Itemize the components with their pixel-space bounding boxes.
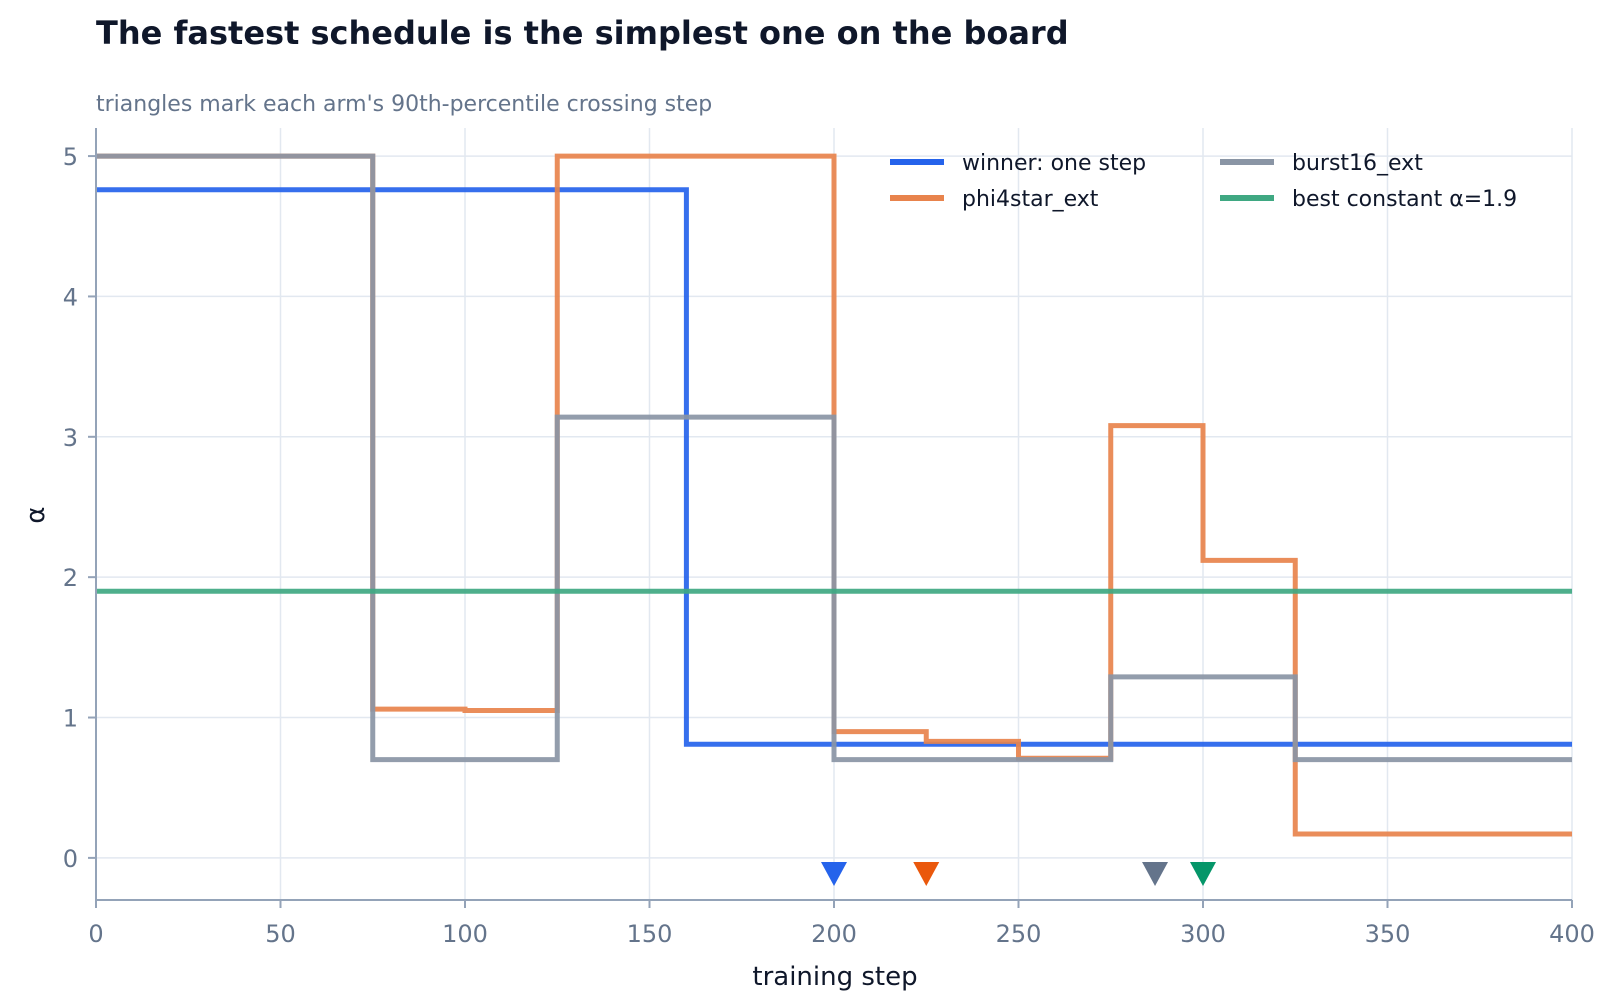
y-tick-label: 2 (63, 564, 78, 592)
legend: winner: one step phi4star_ext burst16_extb… (890, 151, 1517, 212)
x-tick-label: 250 (996, 920, 1042, 948)
legend-label-2: burst16_ext (1292, 151, 1423, 176)
series-line-0 (96, 187, 1572, 747)
x-tick-label: 200 (811, 920, 857, 948)
axes-layer: 0 50 100 150 200 250 300 350 400 0 1 2 3 4 5 (63, 128, 1595, 948)
y-tick-label: 3 (63, 424, 78, 452)
y-tick-label: 1 (63, 705, 78, 733)
series-line-2 (96, 153, 1572, 763)
y-axis-label: α (21, 506, 51, 523)
x-tick-label: 50 (265, 920, 296, 948)
x-tick-label: 350 (1365, 920, 1411, 948)
x-tick-label: 0 (88, 920, 103, 948)
series-layer (96, 153, 1572, 837)
crossing-marker-2 (1142, 862, 1169, 886)
chart-subtitle: triangles mark each arm's 90th-percentil… (96, 92, 713, 117)
legend-label-3: best constant α=1.9 (1292, 187, 1517, 212)
x-tick-label: 150 (627, 920, 673, 948)
crossing-marker-1 (913, 862, 940, 886)
crossing-marker-3 (1190, 862, 1216, 886)
y-tick-label: 5 (63, 143, 78, 171)
x-tick-label: 300 (1180, 920, 1226, 948)
marker-layer (821, 862, 1216, 886)
legend-label-1: phi4star_ext (962, 187, 1099, 212)
chart-title: The fastest schedule is the simplest one… (96, 14, 1069, 52)
y-tick-label: 4 (63, 283, 78, 311)
x-tick-label: 100 (442, 920, 488, 948)
x-axis-label: training step (752, 962, 917, 992)
x-tick-label: 400 (1549, 920, 1595, 948)
y-tick-label: 0 (63, 845, 78, 873)
legend-label-0: winner: one step (962, 151, 1146, 176)
series-line-1 (96, 153, 1572, 837)
crossing-marker-0 (821, 862, 847, 886)
